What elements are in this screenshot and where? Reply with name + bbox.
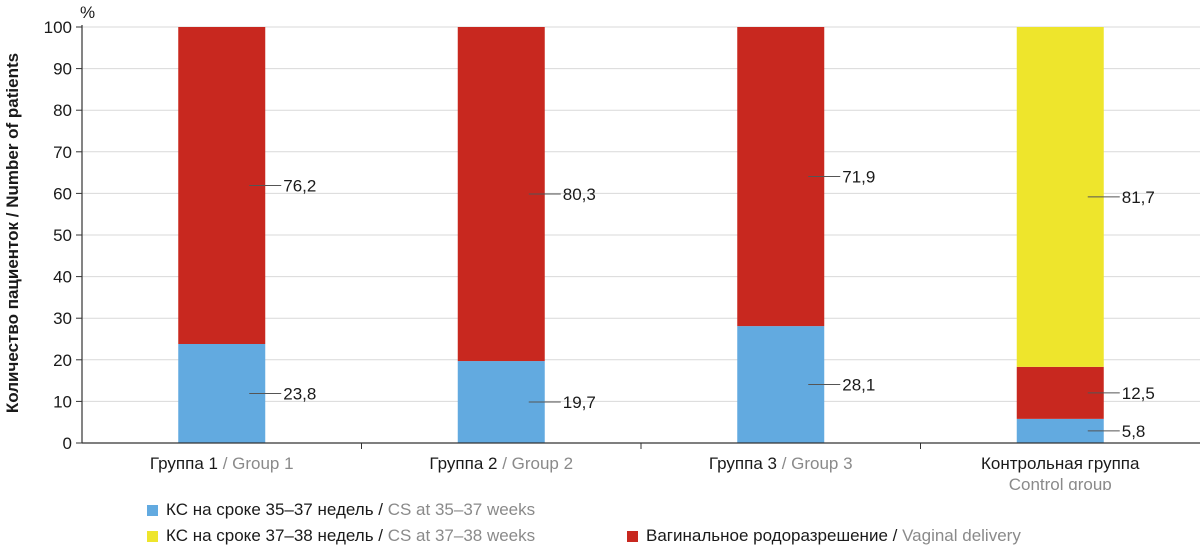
y-tick-label: 10 bbox=[53, 392, 72, 411]
y-gridlines bbox=[82, 26, 1200, 444]
legend-item: КС на сроке 37–38 недель / CS at 37–38 w… bbox=[147, 526, 535, 546]
value-label: 80,3 bbox=[563, 185, 596, 204]
value-label: 28,1 bbox=[842, 376, 875, 395]
y-tick-label: 60 bbox=[53, 184, 72, 203]
legend-separator: / bbox=[373, 500, 388, 519]
legend-item: КС на сроке 35–37 недель / CS at 35–37 w… bbox=[147, 500, 535, 520]
y-tick-label: 100 bbox=[44, 18, 72, 37]
value-label: 71,9 bbox=[842, 168, 875, 187]
bars bbox=[178, 27, 1104, 443]
legend-label-ru: КС на сроке 35–37 недель bbox=[166, 500, 374, 519]
x-category-label: Группа 3 / Group 3 bbox=[709, 454, 853, 473]
y-tick-label: 0 bbox=[63, 434, 72, 453]
x-category-label: Группа 1 / Group 1 bbox=[150, 454, 294, 473]
legend-label-en: CS at 35–37 weeks bbox=[387, 500, 536, 519]
y-tick-label: 50 bbox=[53, 226, 72, 245]
legend-separator: / bbox=[373, 526, 388, 545]
value-label: 76,2 bbox=[283, 176, 316, 195]
value-label: 19,7 bbox=[563, 393, 596, 412]
x-category-label: Контрольная группа Control group bbox=[981, 454, 1140, 490]
legend-label-en: Vaginal delivery bbox=[902, 526, 1021, 545]
y-tick-label: 20 bbox=[53, 351, 72, 370]
category-labels: Группа 1 / Group 1 Группа 2 / Group 2 Груп… bbox=[150, 454, 1140, 490]
y-tick-label: 40 bbox=[53, 268, 72, 287]
value-label: 23,8 bbox=[283, 384, 316, 403]
value-labels: 23,8 76,2 19,7 80,3 28,1 71,9 5,8 12,5 81,7 bbox=[249, 168, 1155, 441]
y-tick-label: 80 bbox=[53, 101, 72, 120]
y-tick-labels: 0 10 20 30 40 50 60 70 80 90 100 bbox=[44, 18, 82, 453]
value-label: 5,8 bbox=[1122, 422, 1146, 441]
legend-item: Вагинальное родоразрешение / Vaginal del… bbox=[627, 526, 1021, 546]
legend-swatch bbox=[627, 530, 638, 542]
y-tick-label: 30 bbox=[53, 309, 72, 328]
y-tick-label: 70 bbox=[53, 143, 72, 162]
axes bbox=[81, 25, 1200, 449]
value-label: 12,5 bbox=[1122, 384, 1155, 403]
value-label: 81,7 bbox=[1122, 188, 1155, 207]
y-tick-label: 90 bbox=[53, 60, 72, 79]
legend-swatch bbox=[147, 504, 158, 516]
y-axis-title: Количество пациенток / Number of patient… bbox=[3, 53, 22, 413]
x-category-label: Группа 2 / Group 2 bbox=[429, 454, 573, 473]
legend-label-ru: Вагинальное родоразрешение bbox=[646, 526, 888, 545]
legend-separator: / bbox=[887, 526, 903, 545]
y-unit-label: % bbox=[80, 3, 95, 22]
legend-label-ru: КС на сроке 37–38 недель bbox=[166, 526, 374, 545]
legend-label-en: CS at 37–38 weeks bbox=[387, 526, 536, 545]
legend-swatch bbox=[147, 530, 158, 542]
